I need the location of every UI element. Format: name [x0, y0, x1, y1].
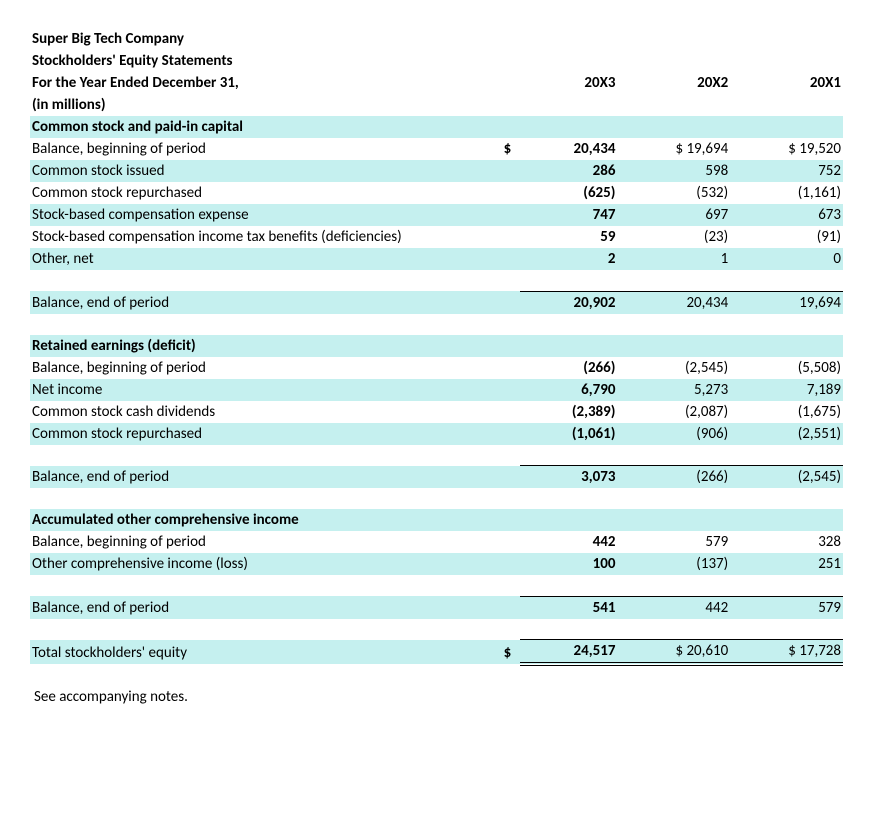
spacer [30, 575, 843, 596]
section-header-aoci: Accumulated other comprehensive income [30, 509, 843, 531]
footnote: See accompanying notes. [30, 688, 843, 706]
re-beop: Balance, end of period 3,073 (266) (2,54… [30, 466, 843, 489]
aoci-beop: Balance, end of period 541 442 579 [30, 596, 843, 619]
cspc-other: Other, net 2 1 0 [30, 248, 843, 270]
column-head-3: 20X1 [730, 72, 843, 94]
statement-title: Stockholders' Equity Statements [30, 50, 502, 72]
spacer [30, 314, 843, 335]
company-row: Super Big Tech Company [30, 28, 843, 50]
period-row: For the Year Ended December 31, 20X3 20X… [30, 72, 843, 94]
aoci-bbop: Balance, beginning of period 442 579 328 [30, 531, 843, 553]
units-row: (in millions) [30, 94, 843, 116]
column-head-1: 20X3 [520, 72, 617, 94]
aoci-oci: Other comprehensive income (loss) 100 (1… [30, 553, 843, 575]
cspc-csi: Common stock issued 286 598 752 [30, 160, 843, 182]
re-csr: Common stock repurchased (1,061) (906) (… [30, 423, 843, 445]
company-name: Super Big Tech Company [30, 28, 502, 50]
re-ni: Net income 6,790 5,273 7,189 [30, 379, 843, 401]
equity-statement-table: Super Big Tech Company Stockholders' Equ… [30, 28, 843, 666]
section-header-cspc: Common stock and paid-in capital [30, 116, 843, 138]
cspc-bbop: Balance, beginning of period $ 20,434 $ … [30, 138, 843, 160]
spacer [30, 270, 843, 291]
period-label: For the Year Ended December 31, [30, 72, 502, 94]
column-head-2: 20X2 [617, 72, 730, 94]
re-div: Common stock cash dividends (2,389) (2,0… [30, 401, 843, 423]
statement-row: Stockholders' Equity Statements [30, 50, 843, 72]
cspc-csr: Common stock repurchased (625) (532) (1,… [30, 182, 843, 204]
cspc-sbcitb: Stock-based compensation income tax bene… [30, 226, 843, 248]
total-row: Total stockholders' equity $ 24,517 $ 20… [30, 640, 843, 665]
re-bbop: Balance, beginning of period (266) (2,54… [30, 357, 843, 379]
cspc-sbce: Stock-based compensation expense 747 697… [30, 204, 843, 226]
spacer [30, 619, 843, 640]
spacer [30, 445, 843, 466]
section-header-re: Retained earnings (deficit) [30, 335, 843, 357]
units-label: (in millions) [30, 94, 502, 116]
equity-statement-page: Super Big Tech Company Stockholders' Equ… [0, 0, 873, 824]
spacer [30, 488, 843, 509]
cspc-beop: Balance, end of period 20,902 20,434 19,… [30, 291, 843, 314]
